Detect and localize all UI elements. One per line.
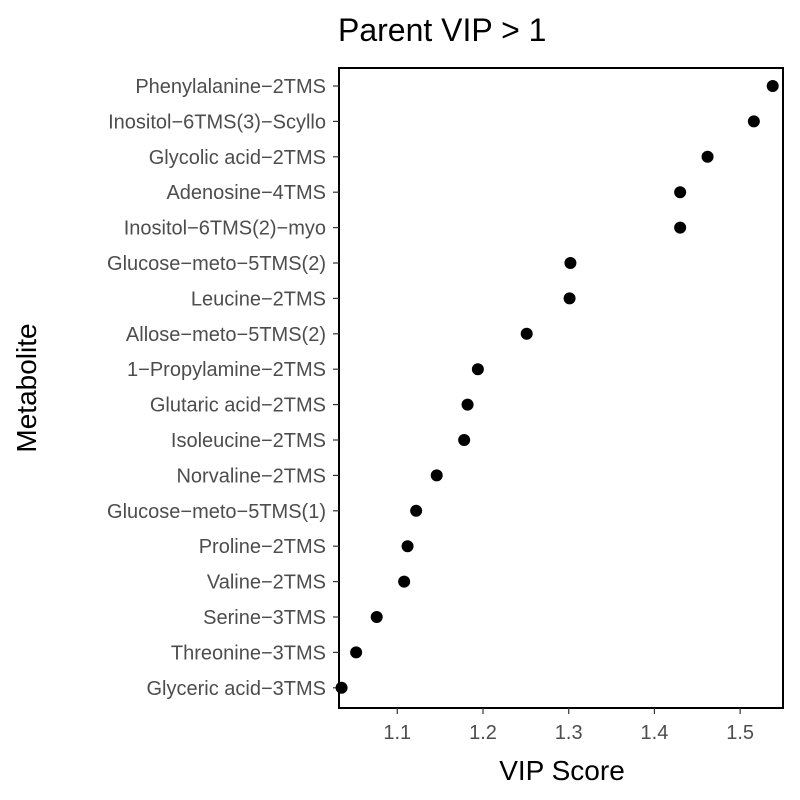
x-axis-title: VIP Score [499,755,625,786]
data-point [461,398,474,411]
data-point [674,186,687,199]
y-tick-label: Phenylalanine−2TMS [135,76,326,98]
data-point [458,434,471,446]
y-tick-label: Glucose−meto−5TMS(1) [107,501,326,523]
data-point [430,469,443,482]
x-tick-label: 1.2 [469,722,497,744]
y-tick-label: Leucine−2TMS [191,288,326,310]
y-tick-label: Glucose−meto−5TMS(2) [107,253,326,275]
data-point [701,150,714,163]
y-tick-label: Proline−2TMS [199,536,326,558]
data-point [747,115,760,128]
y-tick-label: Allose−meto−5TMS(2) [126,324,326,346]
data-point [564,257,577,269]
data-point [563,292,576,305]
y-tick-label: Adenosine−4TMS [166,182,326,204]
y-tick-label: Glyceric acid−3TMS [147,678,327,700]
y-tick-label: Valine−2TMS [207,572,326,594]
plot-layer: Phenylalanine−2TMS Inositol−6TMS(3)−Scyll… [107,67,784,744]
y-axis-title: Metabolite [11,323,42,452]
x-tick-label: 1.4 [641,722,669,744]
data-point [335,681,348,694]
data-point [350,646,363,659]
data-point [471,363,484,376]
y-tick-label: Norvaline−2TMS [176,465,326,487]
y-tick-label: 1−Propylamine−2TMS [127,359,326,381]
data-point [766,80,779,92]
data-point [520,327,533,340]
x-tick-label: 1.5 [726,722,754,744]
y-tick-label: Inositol−6TMS(2)−myo [124,218,326,240]
x-tick-label: 1.1 [383,722,411,744]
y-tick-label: Threonine−3TMS [171,642,326,664]
data-point [370,611,383,623]
x-tick-label: 1.3 [555,722,583,744]
y-tick-label: Glutaric acid−2TMS [150,395,326,417]
data-point [398,575,411,588]
y-tick-label: Inositol−6TMS(3)−Scyllo [108,111,326,133]
y-tick-label: Glycolic acid−2TMS [149,147,326,169]
y-tick-label: Serine−3TMS [203,607,326,629]
y-tick-label: Isoleucine−2TMS [171,430,326,452]
plot-panel-border [338,67,784,709]
chart-title: Parent VIP > 1 [338,12,546,48]
data-point [674,221,687,234]
data-point [410,504,423,517]
data-point [401,540,414,553]
